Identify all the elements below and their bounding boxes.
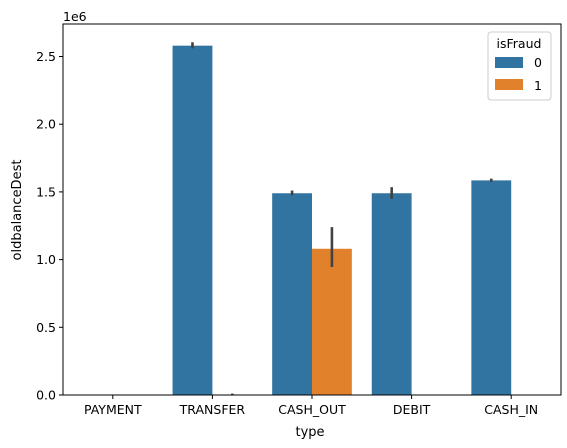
legend-swatch-0: [495, 57, 523, 68]
legend-title: isFraud: [497, 36, 542, 51]
x-tick-label: PAYMENT: [84, 402, 142, 417]
legend-label-1: 1: [534, 78, 542, 93]
x-tick-label: CASH_IN: [484, 402, 538, 417]
legend-swatch-1: [495, 79, 523, 90]
bar-transfer-series-0: [172, 45, 213, 395]
plot-frame: [62, 23, 562, 396]
bar-cash_out-series-1: [312, 248, 352, 395]
x-axis-title: type: [295, 425, 324, 440]
legend: isFraud 0 1: [487, 31, 552, 101]
y-tick-label: 0.0: [36, 388, 56, 403]
plot-area: [172, 42, 512, 395]
axes: PAYMENT TRANSFER CASH_OUT DEBIT CASH_IN 0.0 0.…: [36, 23, 562, 417]
bar-cash_out-series-0: [272, 193, 312, 395]
x-tick-label: TRANSFER: [179, 402, 246, 417]
bar-cash_in-series-0: [471, 180, 512, 395]
y-tick-label: 0.5: [36, 320, 56, 335]
y-tick-label: 2.0: [36, 117, 56, 132]
legend-label-0: 0: [534, 55, 542, 70]
y-offset-label: 1e6: [63, 9, 87, 24]
x-tick-label: CASH_OUT: [278, 402, 346, 417]
y-tick-label: 1.0: [36, 252, 56, 267]
x-tick-label: DEBIT: [393, 402, 431, 417]
bar-debit-series-0: [371, 193, 412, 395]
y-axis-title: oldbalanceDest: [10, 160, 25, 261]
y-tick-label: 1.5: [36, 184, 56, 199]
y-tick-label: 2.5: [36, 49, 56, 64]
